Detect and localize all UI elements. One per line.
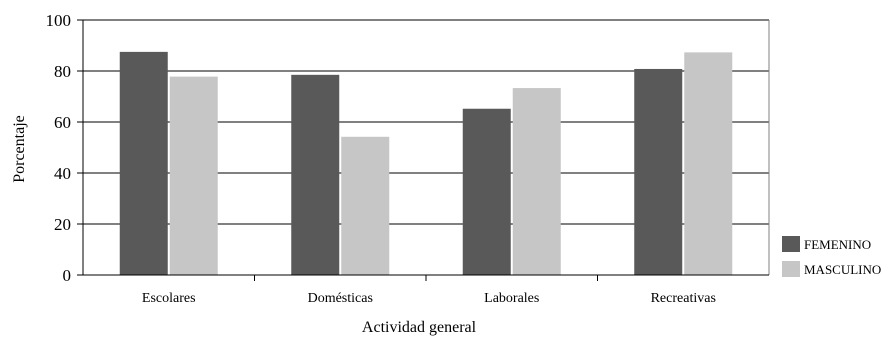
legend-swatch-femenino [782,236,800,252]
y-tick-labels: 0 20 40 60 80 100 [46,11,72,285]
bar-laborales-femenino [462,108,511,276]
bar-recreativas-masculino [684,52,733,276]
bars [119,51,733,276]
legend-label-masculino: MASCULINO [804,262,881,277]
y-axis-title: Porcentaje [11,115,28,183]
y-tick-label-1: 20 [54,215,71,234]
y-tick-label-0: 0 [63,266,72,285]
y-tick-label-3: 60 [54,113,71,132]
x-category-label-0: Escolares [142,291,196,306]
y-tick-label-2: 40 [54,164,71,183]
x-category-label-1: Domésticas [308,291,373,306]
bar-domésticas-masculino [341,136,390,275]
y-tick-label-4: 80 [54,62,71,81]
x-axis-title: Actividad general [362,319,477,336]
bar-laborales-masculino [512,88,561,276]
bar-escolares-masculino [169,76,218,275]
bar-recreativas-femenino [634,68,683,276]
legend-swatch-masculino [782,261,800,277]
axes [77,19,770,281]
legend: FEMENINO MASCULINO [782,236,881,277]
x-category-label-3: Recreativas [651,291,716,306]
y-tick-label-5: 100 [46,11,72,30]
bar-escolares-femenino [119,51,168,275]
x-category-label-2: Laborales [484,291,539,306]
legend-label-femenino: FEMENINO [804,237,871,252]
x-category-labels: Escolares Domésticas Laborales Recreativas [142,291,716,306]
bar-domésticas-femenino [291,74,340,275]
